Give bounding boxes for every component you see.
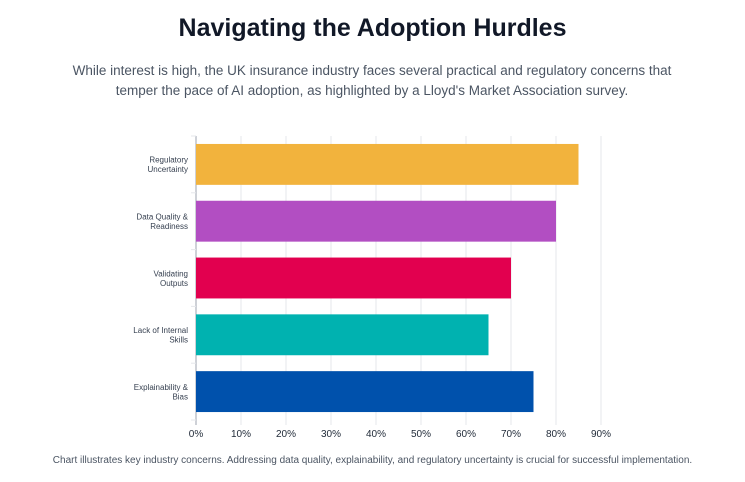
bar[interactable] bbox=[196, 143, 579, 185]
x-tick-label: 40% bbox=[366, 429, 386, 440]
x-tick-label: 50% bbox=[411, 429, 431, 440]
adoption-hurdles-bar-chart: Regulatory Uncertainty Data Quality & Readi… bbox=[133, 135, 611, 440]
x-tick-label: 0% bbox=[189, 429, 204, 440]
category-label: Validating Outputs bbox=[153, 269, 188, 288]
x-tick-label: 60% bbox=[456, 429, 476, 440]
x-tick-label: 80% bbox=[546, 429, 566, 440]
category-label: Data Quality & Readiness bbox=[136, 212, 188, 231]
page-title: Navigating the Adoption Hurdles bbox=[178, 14, 567, 42]
x-tick-label: 20% bbox=[276, 429, 296, 440]
page-subtitle: While interest is high, the UK insurance… bbox=[72, 63, 672, 98]
bar[interactable] bbox=[196, 257, 511, 299]
category-label: Regulatory Uncertainty bbox=[148, 156, 188, 175]
x-tick-label: 30% bbox=[321, 429, 341, 440]
category-label: Lack of Internal Skills bbox=[133, 326, 188, 345]
x-tick-label: 90% bbox=[591, 429, 611, 440]
bar[interactable] bbox=[196, 371, 534, 413]
footer-note: Chart illustrates key industry concerns.… bbox=[52, 455, 693, 466]
bar[interactable] bbox=[196, 314, 489, 356]
category-label: Explainability & Bias bbox=[134, 383, 189, 402]
x-tick-label: 10% bbox=[231, 429, 251, 440]
x-tick-label: 70% bbox=[501, 429, 521, 440]
bar[interactable] bbox=[196, 200, 556, 242]
